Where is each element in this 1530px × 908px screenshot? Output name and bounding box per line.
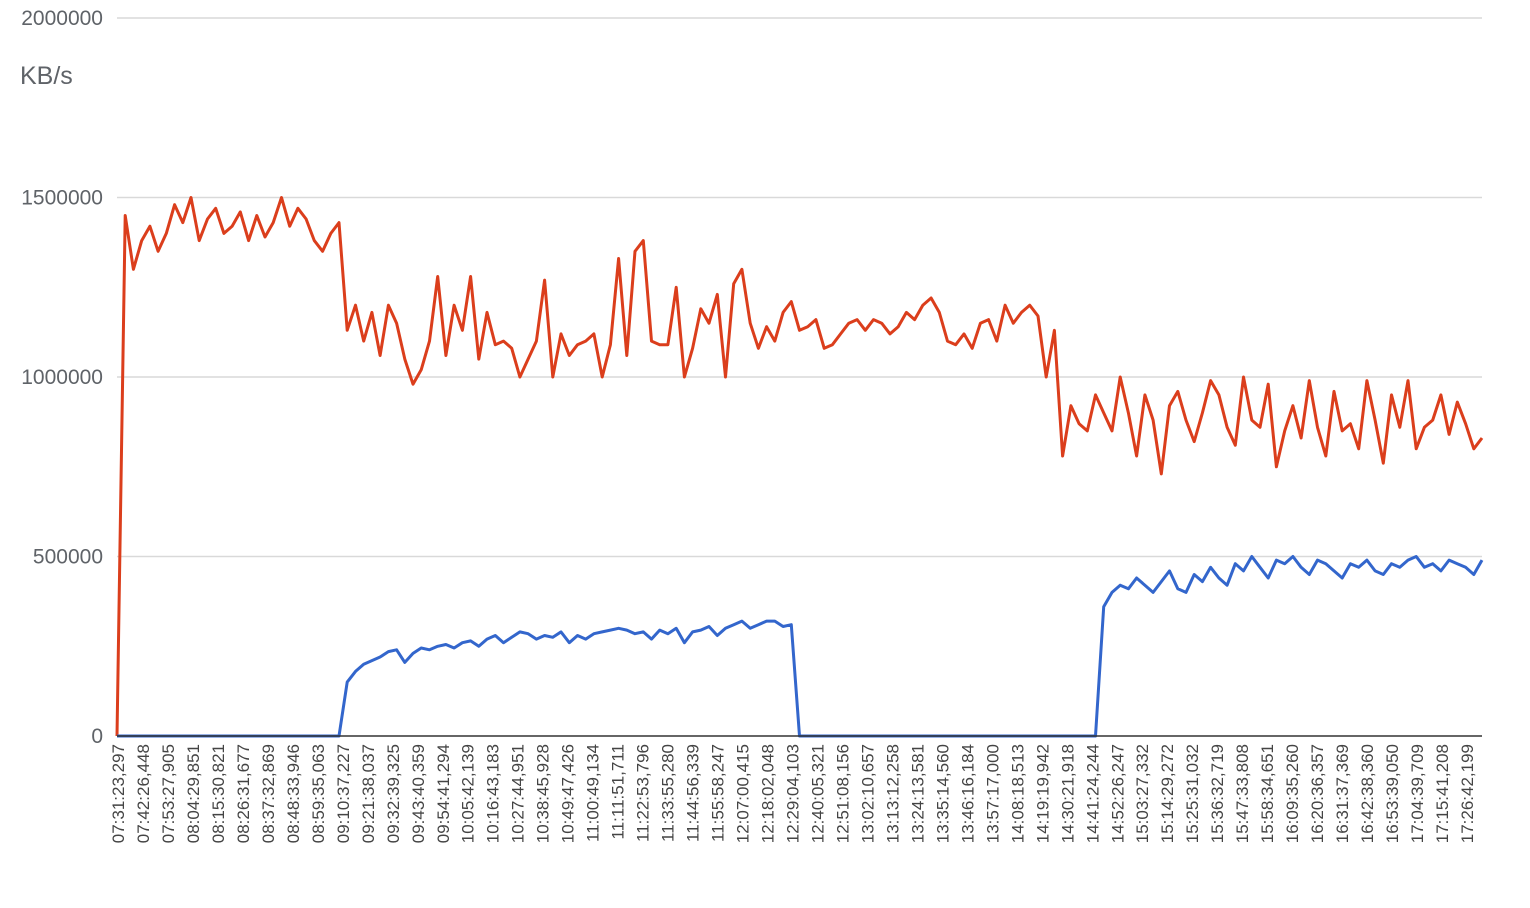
y-tick-label: 1500000 <box>21 187 103 210</box>
y-axis-ticks: 0 500000 1000000 1500000 2000000 <box>21 7 103 748</box>
x-tick-label: 09:54:41,294 <box>434 744 453 843</box>
x-tick-label: 15:03:27,332 <box>1133 744 1152 843</box>
x-tick-label: 10:49:47,426 <box>559 744 578 843</box>
x-tick-label: 09:32:39,325 <box>384 744 403 843</box>
y-tick-label: 0 <box>91 725 103 748</box>
y-axis-label: KB/s <box>20 62 73 90</box>
series-line-red <box>115 196 1484 737</box>
x-tick-label: 15:58:34,651 <box>1258 744 1277 843</box>
x-tick-label: 15:25:31,032 <box>1183 744 1202 843</box>
x-tick-label: 15:36:32,719 <box>1208 744 1227 843</box>
x-tick-label: 11:33:55,280 <box>659 744 678 842</box>
gridlines <box>117 17 1482 558</box>
x-tick-label: 13:02:10,657 <box>858 744 877 843</box>
x-axis-ticks: 07:31:23,297 07:42:26,448 07:53:27,905 08:0… <box>109 744 1477 843</box>
x-tick-label: 08:48:33,946 <box>284 744 303 843</box>
x-tick-label: 10:05:42,139 <box>459 744 478 843</box>
x-tick-label: 10:27:44,951 <box>509 744 528 843</box>
x-tick-label: 08:59:35,063 <box>309 744 328 843</box>
x-tick-label: 14:30:21,918 <box>1058 744 1077 843</box>
x-tick-label: 14:41:24,244 <box>1083 744 1102 843</box>
x-tick-label: 17:26:42,199 <box>1458 744 1477 843</box>
x-tick-label: 08:26:31,677 <box>234 744 253 843</box>
x-tick-label: 08:15:30,821 <box>209 744 228 843</box>
x-tick-label: 10:38:45,928 <box>534 744 553 843</box>
x-tick-label: 17:04:39,709 <box>1408 744 1427 843</box>
x-tick-label: 08:04:29,851 <box>184 744 203 843</box>
x-tick-label: 13:13:12,258 <box>883 744 902 843</box>
x-tick-label: 15:14:29,272 <box>1158 744 1177 843</box>
x-tick-label: 11:22:53,796 <box>634 744 653 842</box>
x-tick-label: 09:10:37,227 <box>334 744 353 843</box>
x-tick-label: 12:29:04,103 <box>784 744 803 843</box>
x-tick-label: 11:11:51,711 <box>609 744 628 839</box>
x-tick-label: 14:08:18,513 <box>1008 744 1027 843</box>
series-lines <box>115 196 1484 738</box>
x-tick-label: 13:46:16,184 <box>958 744 977 843</box>
x-tick-label: 07:53:27,905 <box>159 744 178 843</box>
x-tick-label: 13:35:14,560 <box>933 744 952 843</box>
x-tick-label: 17:15:41,208 <box>1433 744 1452 843</box>
x-tick-label: 14:52:26,247 <box>1108 744 1127 843</box>
x-tick-label: 14:19:19,942 <box>1033 744 1052 843</box>
x-tick-label: 07:31:23,297 <box>109 744 128 843</box>
x-tick-label: 09:21:38,037 <box>359 744 378 843</box>
x-tick-label: 13:24:13,581 <box>908 744 927 843</box>
x-tick-label: 16:09:35,260 <box>1283 744 1302 843</box>
x-tick-label: 12:18:02,048 <box>759 744 778 843</box>
x-tick-label: 16:42:38,360 <box>1358 744 1377 843</box>
x-tick-label: 11:55:58,247 <box>709 744 728 842</box>
y-tick-label: 1000000 <box>21 366 103 389</box>
x-tick-label: 15:47:33,808 <box>1233 744 1252 843</box>
x-tick-label: 16:20:36,357 <box>1308 744 1327 843</box>
x-tick-label: 13:57:17,000 <box>983 744 1002 843</box>
x-tick-label: 11:00:49,134 <box>584 744 603 842</box>
x-tick-label: 08:37:32,869 <box>259 744 278 843</box>
x-tick-label: 09:43:40,359 <box>409 744 428 843</box>
x-tick-label: 12:40:05,321 <box>809 744 828 843</box>
x-tick-label: 16:53:39,050 <box>1383 744 1402 843</box>
y-tick-label: 2000000 <box>21 7 103 30</box>
x-tick-label: 07:42:26,448 <box>134 744 153 843</box>
x-tick-label: 16:31:37,369 <box>1333 744 1352 843</box>
series-line-blue <box>117 555 1484 738</box>
x-tick-label: 11:44:56,339 <box>684 744 703 842</box>
x-tick-label: 10:16:43,183 <box>484 744 503 843</box>
x-tick-label: 12:07:00,415 <box>734 744 753 843</box>
x-tick-label: 12:51:08,156 <box>834 744 853 843</box>
y-tick-label: 500000 <box>33 546 103 569</box>
